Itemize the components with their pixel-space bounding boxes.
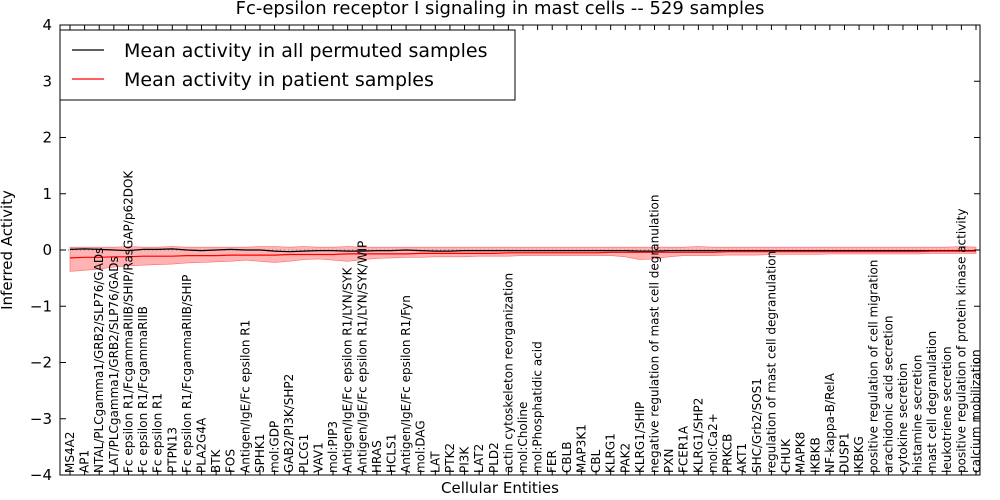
series-line-layer <box>69 248 976 259</box>
confidence-band-layer <box>69 246 977 272</box>
x-tick-label: IKBKG <box>852 436 866 473</box>
x-tick-label: PXN <box>662 449 676 473</box>
x-tick-label: arachidonic acid secretion <box>881 316 895 473</box>
x-tick-label: mol:Ca2+ <box>706 413 720 473</box>
x-tick-label: FCER1A <box>677 425 691 473</box>
x-tick-label: FOS <box>224 449 238 473</box>
y-axis-label: Inferred Activity <box>0 190 16 310</box>
x-axis-label: Cellular Entities <box>441 479 559 497</box>
x-tick-label: FER <box>545 450 559 473</box>
x-tick-label: mol:PIP3 <box>326 421 340 473</box>
y-tick-label: 4 <box>42 16 52 34</box>
legend: Mean activity in all permuted samples Me… <box>59 29 516 101</box>
x-tick-label: Fc epsilon R1 <box>151 393 165 473</box>
x-tick-label: SPHK1 <box>253 434 267 473</box>
y-tick-label: −4 <box>30 466 52 484</box>
x-tick-label: AP1 <box>78 450 92 473</box>
x-tick-label: PLCG1 <box>297 434 311 473</box>
chart-title: Fc-epsilon receptor I signaling in mast … <box>236 0 765 19</box>
x-tick-label: PRKCB <box>721 434 735 473</box>
x-tick-label: Antigen/IgE/Fc epsilon R1/Fyn <box>399 295 413 473</box>
x-tick-label: PLA2G4A <box>195 417 209 473</box>
x-tick-label: NTAL/PLCgamma1/GRB2/SLP76/GADs <box>92 248 106 473</box>
x-tick-label: mast cell degranulation <box>925 331 939 473</box>
y-tick-label: −2 <box>30 354 52 372</box>
x-tick-label: MAPK8 <box>794 432 808 473</box>
x-tick-label: KLRG1 <box>604 433 618 473</box>
x-tick-label: leukotriene secretion <box>940 346 954 473</box>
y-tick-label: 2 <box>42 129 52 147</box>
x-tick-label: Antigen/IgE/Fc epsilon R1 <box>238 320 252 473</box>
x-tick-label: VAV1 <box>311 442 325 473</box>
series-line-patient <box>69 250 976 259</box>
x-tick-label: regulation of mast cell degranulation <box>764 251 778 473</box>
x-tick-label: Fc epsilon R1/FcgammaRIIB <box>136 306 150 473</box>
x-tick-label: negative regulation of mast cell degranu… <box>648 194 662 473</box>
x-tick-label: LAT <box>428 451 442 473</box>
x-tick-label: KLRG1/SHIP <box>633 402 647 473</box>
x-tick-label: HCLS1 <box>385 434 399 473</box>
x-tick-label: LAT/PLCgamma1/GRB2/SLP76/GADs <box>107 256 121 473</box>
x-tick-label: BTK <box>209 448 223 473</box>
y-tick-label: −1 <box>30 297 52 315</box>
y-tick-label: 3 <box>42 72 52 90</box>
x-tick-label: actin cytoskeleton reorganization <box>501 273 515 473</box>
x-tick-label: mol:DAG <box>414 420 428 473</box>
legend-label-patient: Mean activity in patient samples <box>124 69 434 91</box>
x-tick-label: mol:Phosphatidic acid <box>531 341 545 473</box>
x-tick-label: DUSP1 <box>838 432 852 473</box>
x-tick-label: Fc epsilon R1/FcgammaRIIB/SHIP <box>180 275 194 473</box>
y-tick-label: 1 <box>42 185 52 203</box>
series-line-permuted <box>69 248 976 253</box>
x-tick-label: PI3K <box>458 446 472 473</box>
x-tick-label: histamine secretion <box>911 355 925 473</box>
x-tick-label: calcium mobilization <box>969 349 983 473</box>
x-tick-label: MS4A2 <box>63 432 77 473</box>
legend-label-permuted: Mean activity in all permuted samples <box>124 40 487 62</box>
x-tick-label: positive regulation of cell migration <box>867 260 881 473</box>
y-tick-label: −3 <box>30 410 52 428</box>
x-tick-label: NF-kappa-B/RelA <box>823 372 837 473</box>
y-tick-label: 0 <box>42 241 52 259</box>
x-tick-label: HRAS <box>370 440 384 473</box>
x-tick-label: PTK2 <box>443 443 457 473</box>
legend-frame <box>59 29 516 101</box>
x-tick-label: positive regulation of protein kinase ac… <box>954 209 968 473</box>
x-tick-label: LAT2 <box>472 444 486 473</box>
x-axis-ticks <box>69 25 977 475</box>
x-tick-label: IKBKB <box>808 437 822 473</box>
x-tick-label: cytokine secretion <box>896 363 910 473</box>
x-tick-label: AKT1 <box>735 443 749 473</box>
x-tick-label: Antigen/IgE/Fc epsilon R1/LYN/SYK <box>341 266 355 473</box>
x-tick-label: GAB2/PI3K/SHP2 <box>282 374 296 473</box>
x-tick-label: PAK2 <box>618 443 632 473</box>
x-tick-label: SHC/Grb2/SOS1 <box>750 378 764 473</box>
x-tick-label: mol:Choline <box>516 402 530 473</box>
x-tick-label: PLD2 <box>487 442 501 473</box>
patient-band <box>69 246 977 272</box>
x-tick-label: MAP3K1 <box>575 424 589 473</box>
x-tick-label: KLRG1/SHP2 <box>691 398 705 473</box>
x-tick-label: PTPN13 <box>165 427 179 473</box>
x-tick-label: CBL <box>589 449 603 473</box>
x-tick-label: mol:GDP <box>268 421 282 473</box>
x-tick-label: Antigen/IgE/Fc epsilon R1/LYN/SYK/WIP <box>355 241 369 473</box>
x-tick-label: CBLB <box>560 441 574 473</box>
y-axis-ticks: −4 −3 −2 −1 0 1 2 3 4 <box>30 16 980 484</box>
x-tick-label: CHUK <box>779 438 793 473</box>
x-tick-label: Fc epsilon R1/FcgammaRIIB/SHIP/RasGAP/p6… <box>122 170 136 473</box>
x-tick-labels: MS4A2 AP1 NTAL/PLCgamma1/GRB2/SLP76/GADs LA… <box>63 170 983 473</box>
